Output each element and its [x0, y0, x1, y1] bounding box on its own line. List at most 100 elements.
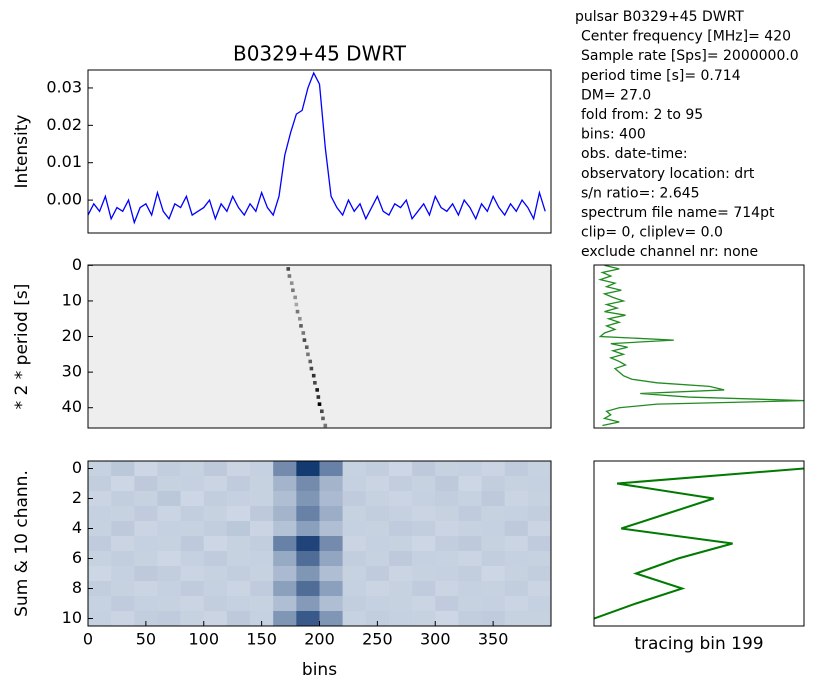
panel: tracing bin 199	[593, 460, 805, 654]
heat-cell	[388, 596, 413, 612]
heat-cell	[250, 461, 274, 477]
heat-cell	[203, 611, 228, 626]
heat-cell	[157, 596, 181, 612]
y-tick-label: 30	[62, 362, 82, 381]
info-line: period time [s]= 0.714	[581, 68, 741, 84]
heat-cell	[203, 461, 228, 477]
axes-frame	[593, 264, 805, 429]
heat-cell	[134, 611, 158, 626]
y-tick-label: 4	[72, 518, 82, 537]
heat-cell	[342, 536, 367, 552]
heat-cell	[412, 596, 436, 612]
heat-cell	[134, 506, 158, 522]
plot-area	[594, 461, 804, 626]
heat-cell	[226, 521, 251, 537]
chart-title: B0329+45 DWRT	[233, 42, 407, 66]
pulse-pixel	[308, 359, 313, 364]
heat-cell	[342, 566, 367, 582]
heat-cell	[481, 491, 505, 507]
heat-cell	[458, 506, 482, 522]
heat-cell	[226, 611, 251, 626]
heat-cell	[319, 491, 343, 507]
heat-cell	[296, 611, 320, 626]
heat-cell	[88, 566, 112, 582]
heat-cell	[203, 581, 228, 597]
heat-cell	[226, 551, 251, 567]
heat-cell	[134, 596, 158, 612]
info-line: bins: 400	[581, 127, 646, 143]
heat-cell	[435, 476, 459, 492]
heat-cell	[111, 461, 135, 477]
heat-cell	[481, 596, 505, 612]
heat-cell	[157, 536, 181, 552]
info-line: obs. date-time:	[581, 146, 688, 162]
heat-cell	[203, 521, 228, 537]
heat-cell	[365, 566, 390, 582]
axes-frame	[87, 69, 552, 234]
heat-cell	[504, 551, 529, 567]
heat-cell	[412, 551, 436, 567]
heat-cell	[435, 536, 459, 552]
heat-cell	[527, 551, 551, 567]
pulse-pixel	[321, 416, 325, 421]
pulse-pixel	[301, 331, 306, 335]
heat-cell	[527, 461, 551, 477]
heat-cell	[435, 491, 459, 507]
info-line: Center frequency [MHz]= 420	[581, 29, 791, 45]
heat-cell	[527, 476, 551, 492]
heat-cell	[458, 581, 482, 597]
heat-cell	[250, 566, 274, 582]
heat-cell	[273, 536, 297, 552]
heat-cell	[504, 521, 529, 537]
heat-cell	[157, 611, 181, 626]
heat-cell	[180, 506, 205, 522]
y-axis-label: Sum & 10 chann.	[12, 470, 32, 617]
info-line: spectrum file name= 714pt	[581, 205, 775, 221]
x-axis-label: bins	[302, 660, 337, 680]
panel: 0.00 0.01 0.02 0.03 B0329+45 DWRT Intensity	[12, 42, 552, 234]
info-line: DM= 27.0	[581, 87, 651, 103]
heat-cell	[412, 491, 436, 507]
heat-cell	[250, 506, 274, 522]
y-axis-label: Intensity	[12, 115, 32, 189]
heat-cell	[296, 491, 320, 507]
heat-cell	[250, 581, 274, 597]
heat-cell	[481, 536, 505, 552]
heat-cell	[342, 506, 367, 522]
heat-cell	[388, 521, 413, 537]
pulse-pixel	[320, 409, 324, 414]
heat-cell	[88, 521, 112, 537]
pulse-pixel	[293, 295, 297, 300]
heat-cell	[226, 596, 251, 612]
heat-cell	[458, 461, 482, 477]
heat-cell	[273, 461, 297, 477]
x-tick-label: 100	[188, 630, 219, 649]
y-axis-label: * 2 * period [s]	[12, 284, 32, 410]
heat-cell	[203, 506, 228, 522]
heat-cell	[250, 611, 274, 626]
heat-cell	[504, 581, 529, 597]
info-line: observatory location: drt	[581, 166, 755, 182]
heat-cell	[250, 476, 274, 492]
y-tick-label: 6	[72, 548, 82, 567]
heat-cell	[342, 611, 367, 626]
heat-cell	[180, 536, 205, 552]
pulse-pixel	[294, 302, 299, 307]
heat-cell	[435, 506, 459, 522]
heat-cell	[458, 521, 482, 537]
heat-cell	[180, 566, 205, 582]
heat-cell	[435, 461, 459, 477]
axes-frame	[87, 264, 552, 429]
heat-cell	[388, 461, 413, 477]
heat-cell	[481, 566, 505, 582]
heat-cell	[388, 476, 413, 492]
info-line: exclude channel nr: none	[581, 244, 758, 260]
pulse-pixel	[289, 281, 294, 285]
plot-area	[88, 265, 551, 428]
heat-cell	[388, 581, 413, 597]
heat-cell	[250, 536, 274, 552]
heat-cell	[273, 476, 297, 492]
heat-cell	[412, 581, 436, 597]
